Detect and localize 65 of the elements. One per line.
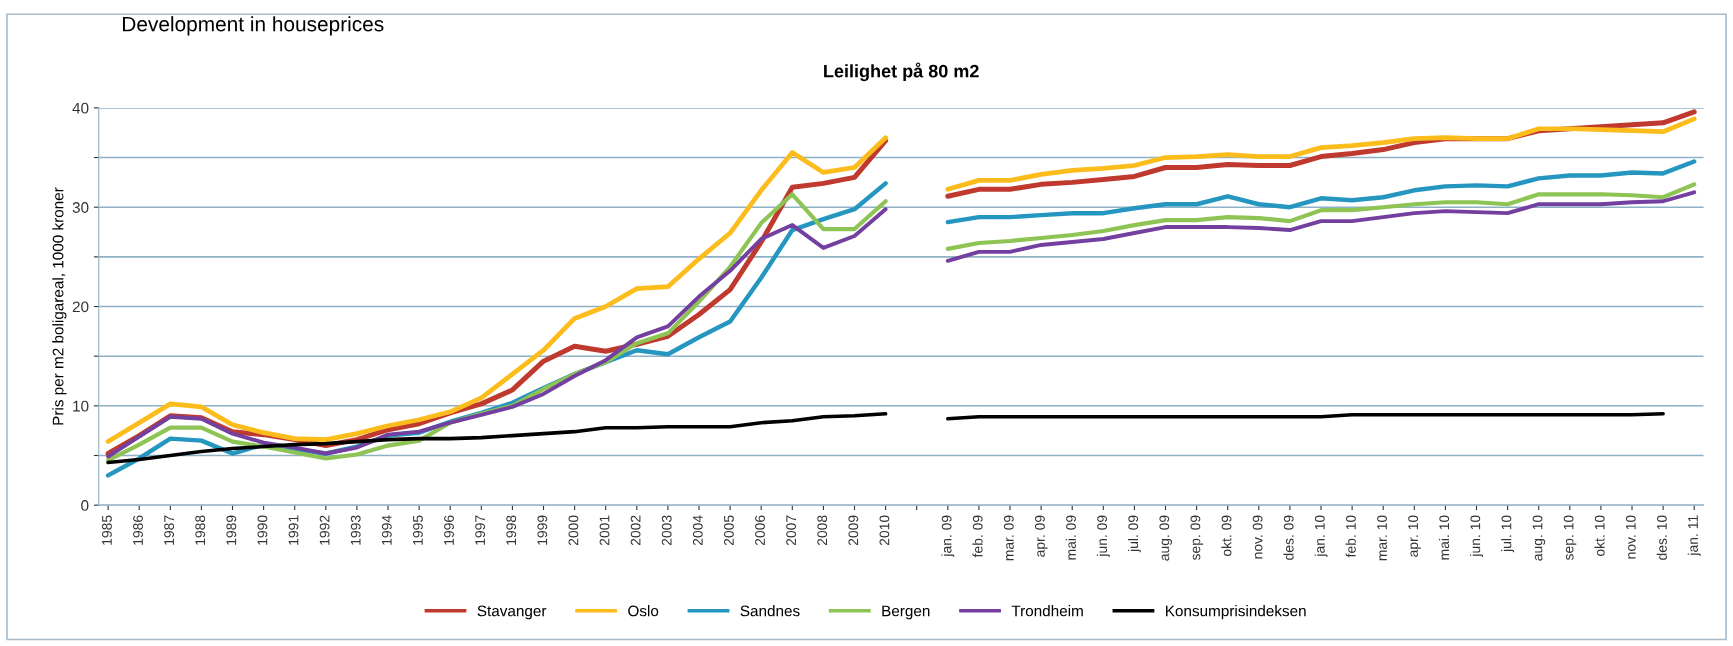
- x-tick-label: 1990: [257, 515, 268, 545]
- x-tick-label: jun. 10: [1470, 515, 1483, 557]
- y-tick-label: 20: [72, 301, 89, 313]
- x-tick-label: 1989: [226, 515, 237, 545]
- x-tick-label: des. 09: [1283, 515, 1294, 560]
- x-tick-label: 2009: [848, 515, 859, 546]
- x-tick-label: 2003: [661, 515, 672, 546]
- x-tick-label: feb. 09: [972, 515, 983, 558]
- legend-label: Konsumprisindeksen: [1166, 605, 1306, 620]
- chart-title: Leilighet på 80 m2: [824, 62, 979, 82]
- x-tick-label: jul. 09: [1127, 515, 1141, 553]
- x-tick-label: 1995: [413, 515, 423, 545]
- y-axis-title: Pris per m2 boligareal, 1000 kroner: [52, 187, 67, 425]
- x-tick-label: jun. 09: [1096, 515, 1110, 557]
- x-tick-label: sep. 09: [1190, 515, 1204, 561]
- x-tick-label: 2005: [724, 515, 734, 546]
- y-tick-label: 0: [81, 500, 89, 511]
- x-tick-label: 2008: [817, 515, 828, 546]
- legend-label: Bergen: [882, 605, 930, 620]
- x-tick-label: jan. 11: [1687, 515, 1701, 556]
- x-tick-label: nov. 10: [1625, 515, 1636, 559]
- x-tick-label: 1985: [102, 515, 112, 545]
- x-tick-label: 2002: [630, 515, 641, 546]
- x-tick-label: mai. 10: [1438, 515, 1450, 560]
- x-tick-label: 1996: [444, 515, 454, 545]
- x-tick-label: apr. 09: [1035, 515, 1048, 557]
- x-tick-label: 1993: [350, 515, 361, 545]
- x-tick-label: nov. 09: [1252, 515, 1263, 559]
- x-tick-label: 2004: [692, 515, 703, 546]
- x-tick-label: jan. 09: [941, 515, 955, 557]
- x-tick-label: 1988: [195, 515, 206, 545]
- x-tick-label: apr. 10: [1408, 515, 1421, 557]
- x-tick-label: aug. 10: [1532, 515, 1546, 561]
- x-tick-label: 1987: [164, 515, 175, 545]
- text: Development in houseprices: [123, 16, 384, 36]
- x-tick-label: 1994: [381, 515, 392, 545]
- x-tick-label: 1999: [537, 515, 548, 545]
- x-tick-label: 1991: [288, 515, 299, 545]
- x-tick-label: 1998: [506, 515, 517, 545]
- x-tick-label: 1992: [319, 515, 330, 545]
- x-tick-label: sep. 10: [1563, 515, 1577, 561]
- y-tick-label: 10: [73, 400, 89, 412]
- x-tick-label: 1986: [133, 515, 143, 545]
- x-tick-label: mar. 10: [1377, 515, 1387, 561]
- y-tick-label: 40: [72, 102, 89, 114]
- x-tick-label: 2010: [879, 515, 890, 546]
- x-tick-label: 1997: [475, 515, 486, 545]
- x-tick-label: jul. 10: [1501, 515, 1515, 553]
- x-tick-label: mar. 09: [1003, 515, 1014, 561]
- x-tick-label: feb. 10: [1345, 515, 1356, 558]
- x-tick-label: 2000: [568, 515, 579, 546]
- y-tick-label: 30: [72, 202, 89, 213]
- x-tick-label: jan. 10: [1314, 515, 1328, 557]
- x-tick-label: des. 10: [1656, 515, 1667, 560]
- x-tick-label: 2007: [786, 515, 797, 546]
- x-tick-label: okt. 09: [1221, 515, 1232, 556]
- x-tick-label: aug. 09: [1159, 515, 1172, 561]
- x-tick-label: mai. 09: [1065, 515, 1076, 560]
- x-tick-label: 2001: [599, 515, 610, 546]
- legend-label: Stavanger: [477, 605, 547, 620]
- legend-label: Oslo: [628, 605, 659, 617]
- legend-label: Sandnes: [740, 605, 800, 617]
- x-tick-label: 2006: [755, 515, 765, 546]
- x-tick-label: okt. 10: [1594, 515, 1605, 556]
- legend-label: Trondheim: [1011, 605, 1083, 617]
